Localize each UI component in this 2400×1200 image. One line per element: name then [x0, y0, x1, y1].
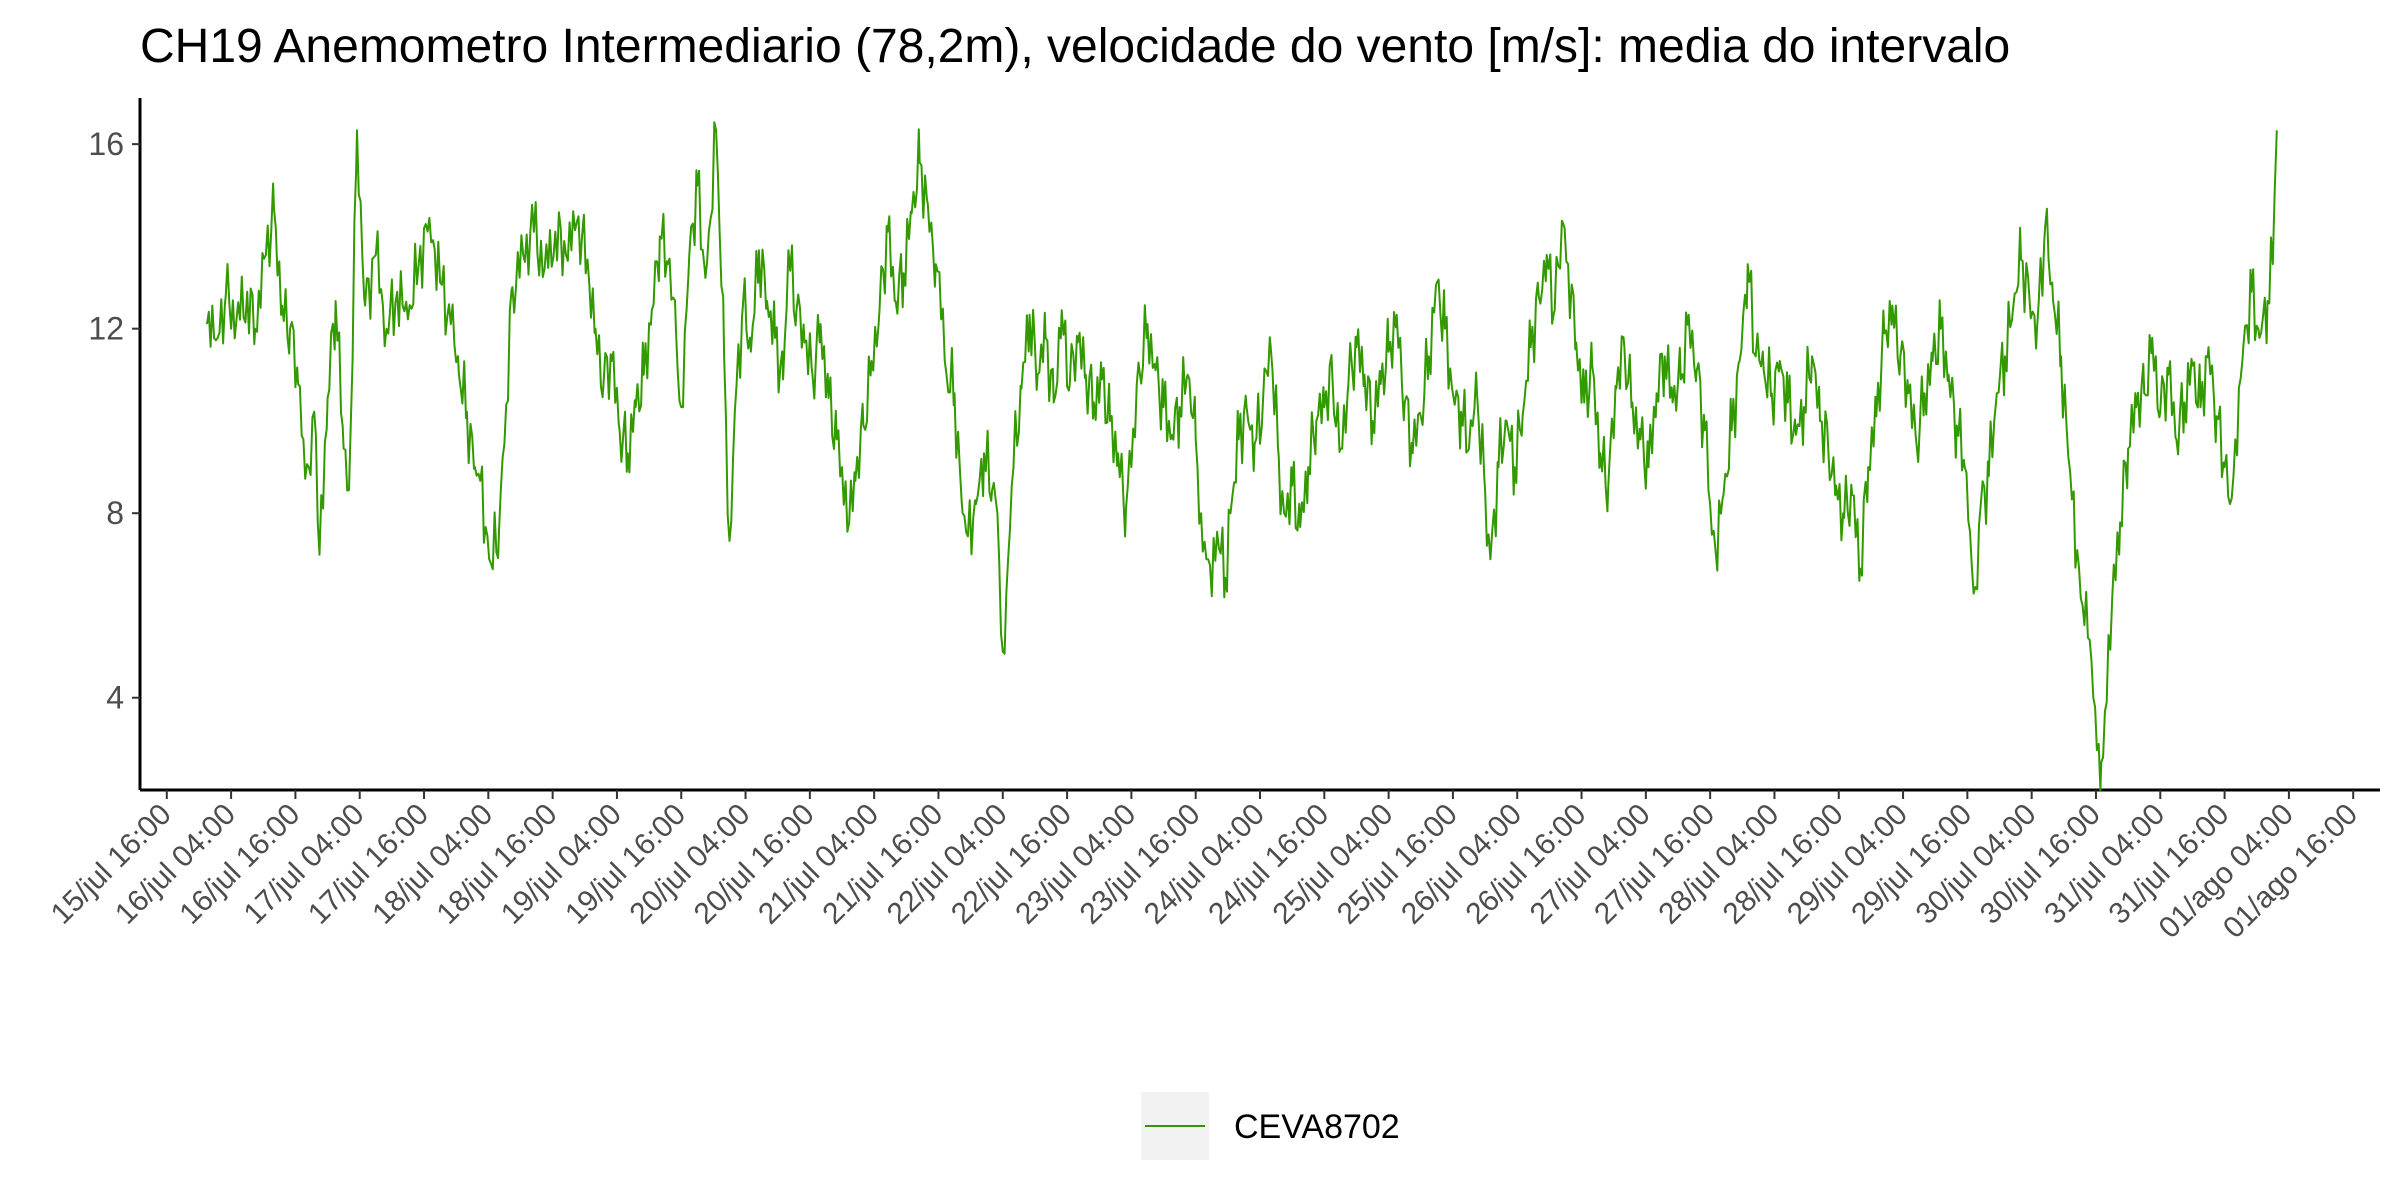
y-tick-label: 4	[106, 680, 124, 716]
legend: CEVA8702	[1141, 1092, 1400, 1160]
y-tick-label: 16	[88, 126, 124, 162]
legend-label: CEVA8702	[1234, 1108, 1400, 1146]
series-line	[206, 121, 2278, 792]
chart-title: CH19 Anemometro Intermediario (78,2m), v…	[140, 20, 2010, 73]
y-tick-label: 8	[106, 495, 124, 531]
y-axis: 4 8 12 16	[88, 98, 142, 790]
y-tick-label: 12	[88, 311, 124, 347]
plot-area	[206, 121, 2278, 792]
